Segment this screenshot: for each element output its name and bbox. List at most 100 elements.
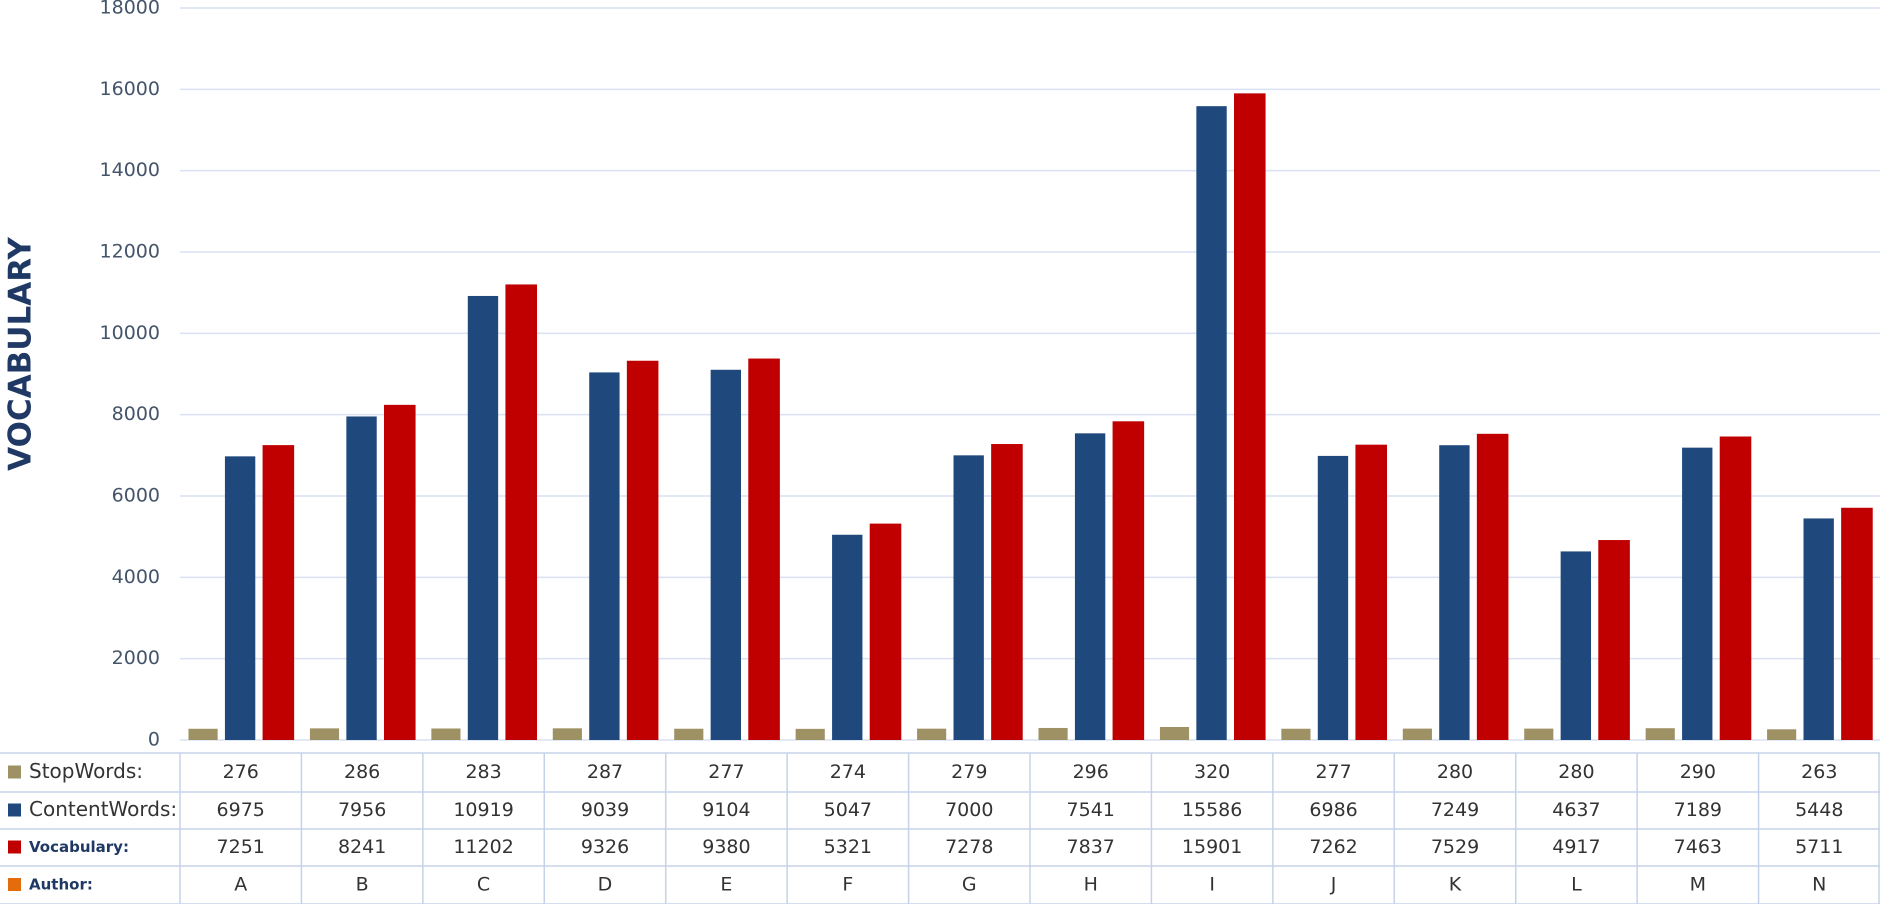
table-value: 8241 <box>338 836 386 858</box>
x-tick-label: G <box>962 874 977 896</box>
bar <box>1038 727 1068 740</box>
table-value: 7189 <box>1674 799 1722 821</box>
legend-key <box>8 878 21 891</box>
table-value: 6975 <box>217 799 265 821</box>
y-tick-label: 12000 <box>100 241 160 263</box>
legend-label: Vocabulary: <box>29 838 129 856</box>
bar <box>1645 728 1675 740</box>
table-value: 4917 <box>1552 836 1600 858</box>
bar <box>1234 93 1266 741</box>
y-tick-label: 2000 <box>112 647 160 669</box>
bar <box>309 728 340 740</box>
bar <box>1355 444 1387 740</box>
bar <box>224 456 256 740</box>
table-value: 263 <box>1801 761 1837 783</box>
table-value: 277 <box>1315 761 1351 783</box>
table-value: 9104 <box>702 799 750 821</box>
y-tick-label: 6000 <box>112 485 160 507</box>
x-tick-label: L <box>1571 874 1582 896</box>
table-value: 7278 <box>945 836 993 858</box>
table-value: 7251 <box>217 836 265 858</box>
bar <box>589 372 620 740</box>
table-value: 280 <box>1558 761 1594 783</box>
table-value: 287 <box>587 761 623 783</box>
x-tick-label: B <box>356 874 369 896</box>
bar <box>1159 726 1190 740</box>
table-value: 9039 <box>581 799 629 821</box>
table-value: 7000 <box>945 799 993 821</box>
table-value: 276 <box>223 761 259 783</box>
x-tick-label: D <box>598 874 613 896</box>
bar <box>1803 518 1834 740</box>
table-value: 5711 <box>1795 836 1843 858</box>
y-tick-label: 0 <box>148 729 160 751</box>
table-value: 7529 <box>1431 836 1479 858</box>
table-value: 7249 <box>1431 799 1479 821</box>
bar <box>1598 540 1630 740</box>
bar <box>505 284 537 740</box>
bar <box>832 534 863 740</box>
bar <box>1196 106 1227 741</box>
bar <box>991 444 1023 740</box>
y-tick-label: 4000 <box>112 566 160 588</box>
y-tick-label: 16000 <box>100 78 160 100</box>
table-value: 4637 <box>1552 799 1600 821</box>
legend-key <box>8 840 21 854</box>
table-value: 15586 <box>1182 799 1242 821</box>
bar <box>188 728 218 740</box>
bar <box>1560 551 1591 740</box>
table-value: 10919 <box>453 799 513 821</box>
table-value: 5448 <box>1795 799 1843 821</box>
x-tick-label: E <box>720 874 732 896</box>
x-tick-label: I <box>1209 874 1215 896</box>
bar <box>384 404 416 740</box>
x-axis-title: Author: <box>29 876 93 894</box>
bar <box>1719 436 1752 740</box>
bar <box>953 455 984 740</box>
bar <box>467 295 499 740</box>
bar <box>626 360 659 740</box>
x-tick-label: M <box>1690 874 1706 896</box>
bar <box>1841 507 1873 740</box>
bar <box>710 369 741 740</box>
y-tick-label: 8000 <box>112 403 160 425</box>
bar <box>869 523 902 740</box>
table-value: 296 <box>1073 761 1109 783</box>
x-tick-label: A <box>234 874 247 896</box>
x-tick-label: N <box>1812 874 1826 896</box>
x-tick-label: C <box>477 874 490 896</box>
x-tick-label: F <box>842 874 853 896</box>
table-value: 320 <box>1194 761 1230 783</box>
table-value: 7956 <box>338 799 386 821</box>
bar <box>552 728 582 740</box>
y-tick-label: 10000 <box>100 322 160 344</box>
bar <box>1112 421 1145 740</box>
table-value: 274 <box>830 761 866 783</box>
table-value: 15901 <box>1182 836 1242 858</box>
legend-label: StopWords: <box>29 759 143 783</box>
bar <box>748 358 780 740</box>
table-value: 9380 <box>702 836 750 858</box>
bar <box>1074 433 1106 740</box>
table-value: 5321 <box>824 836 872 858</box>
x-tick-label: K <box>1449 874 1462 896</box>
bar <box>1439 445 1470 740</box>
bar <box>1524 728 1554 740</box>
table-value: 7541 <box>1067 799 1115 821</box>
table-value: 290 <box>1680 761 1716 783</box>
bar <box>1476 433 1509 740</box>
bar <box>1317 455 1349 740</box>
table-value: 9326 <box>581 836 629 858</box>
bar <box>346 416 377 740</box>
bar <box>1281 728 1311 740</box>
table-value: 280 <box>1437 761 1473 783</box>
bar <box>674 728 704 740</box>
x-tick-label: J <box>1330 874 1337 896</box>
table-value: 5047 <box>824 799 872 821</box>
bar <box>1682 447 1713 740</box>
y-tick-label: 14000 <box>100 159 160 181</box>
legend-key <box>8 803 21 817</box>
table-value: 277 <box>708 761 744 783</box>
bar <box>795 728 825 740</box>
